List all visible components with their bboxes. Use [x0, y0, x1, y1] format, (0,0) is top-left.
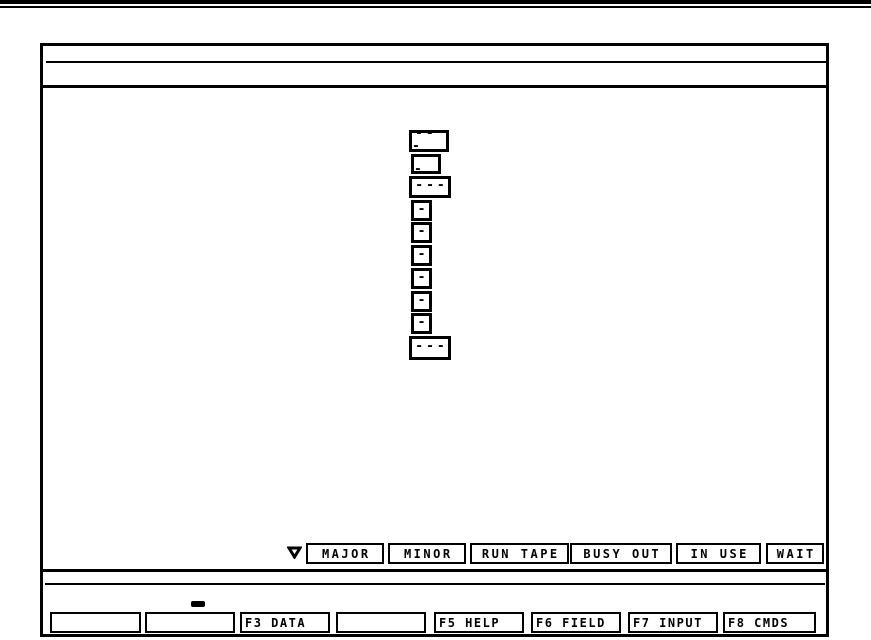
- field-box-9[interactable]: -: [411, 313, 432, 334]
- function-key-f5-help[interactable]: F5 HELP: [434, 612, 524, 633]
- field-box-6[interactable]: -: [411, 245, 432, 266]
- function-key-blank-2[interactable]: [145, 612, 235, 633]
- triangle-down-icon: [286, 544, 303, 560]
- function-key-blank-1[interactable]: [50, 612, 141, 633]
- status-bottom-thick-rule: [43, 569, 827, 572]
- function-key-f8-cmds[interactable]: F8 CMDS: [723, 612, 816, 633]
- cursor-indicator: [191, 601, 205, 607]
- status-box-minor[interactable]: MINOR: [388, 543, 466, 564]
- footer-thin-rule: [45, 583, 825, 585]
- header-thin-rule: [46, 61, 826, 63]
- field-box-4[interactable]: -: [411, 200, 432, 221]
- header-thick-rule: [43, 85, 827, 88]
- field-box-3[interactable]: ---: [409, 176, 451, 198]
- status-box-major[interactable]: MAJOR: [306, 543, 384, 564]
- field-box-7[interactable]: -: [411, 268, 432, 289]
- function-key-f3-data[interactable]: F3 DATA: [240, 612, 330, 633]
- field-box-10[interactable]: ---: [409, 336, 451, 360]
- status-box-busy-out[interactable]: BUSY OUT: [570, 543, 672, 564]
- field-box-1[interactable]: ---: [409, 127, 449, 153]
- status-box-run-tape[interactable]: RUN TAPE: [470, 543, 569, 564]
- top-black-bar: [0, 0, 871, 4]
- function-key-f7-input[interactable]: F7 INPUT: [628, 612, 718, 633]
- status-box-wait[interactable]: WAIT: [766, 543, 824, 564]
- function-key-blank-3[interactable]: [336, 612, 426, 633]
- field-box-2[interactable]: --: [411, 150, 441, 176]
- field-box-8[interactable]: -: [411, 291, 432, 312]
- status-box-in-use[interactable]: IN USE: [676, 543, 761, 564]
- top-thin-rule: [0, 6, 871, 8]
- function-key-f6-field[interactable]: F6 FIELD: [531, 612, 621, 633]
- field-box-5[interactable]: -: [411, 222, 432, 243]
